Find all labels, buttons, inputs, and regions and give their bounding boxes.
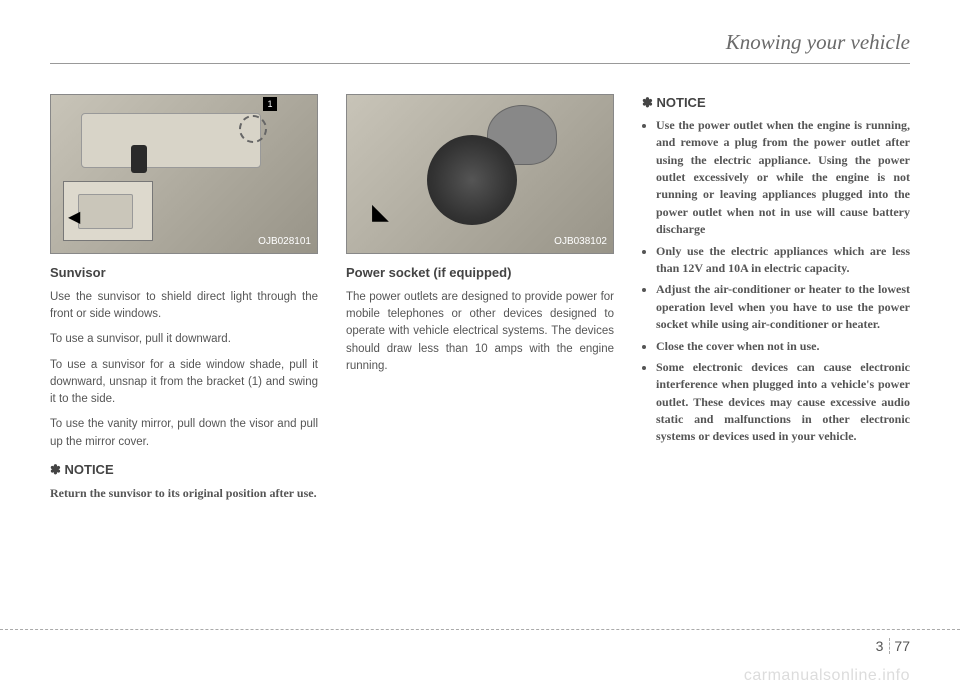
column-1: 1 ◀ OJB028101 Sunvisor Use the sunvisor … — [50, 94, 318, 502]
callout-circle — [239, 115, 267, 143]
page-number-value: 77 — [894, 638, 910, 654]
callout-label-1: 1 — [263, 97, 277, 111]
sunvisor-figure: 1 ◀ OJB028101 — [50, 94, 318, 254]
visor-clip-icon — [131, 145, 147, 173]
body-text: Use the sunvisor to shield direct light … — [50, 289, 318, 324]
list-item: Adjust the air-conditioner or heater to … — [656, 281, 910, 333]
page-number: 377 — [876, 638, 910, 654]
notice-heading: ✽ NOTICE — [642, 94, 910, 113]
chapter-number: 3 — [876, 638, 891, 654]
column-2: ◣ OJB038102 Power socket (if equipped) T… — [346, 94, 614, 502]
inset-visor-shape — [78, 194, 133, 229]
watermark: carmanualsonline.info — [744, 667, 910, 685]
figure-code: OJB028101 — [258, 235, 311, 250]
arrow-icon: ◣ — [372, 196, 389, 228]
body-text: To use a sunvisor for a side window shad… — [50, 357, 318, 409]
list-item: Only use the electric appliances which a… — [656, 243, 910, 278]
visor-shape — [81, 113, 261, 168]
figure-inset: ◀ — [63, 181, 153, 241]
body-text: The power outlets are designed to provid… — [346, 289, 614, 375]
notice-text: Return the sunvisor to its original posi… — [50, 484, 318, 502]
column-3: ✽ NOTICE Use the power outlet when the e… — [642, 94, 910, 502]
socket-outlet-shape — [427, 135, 517, 225]
list-item: Use the power outlet when the engine is … — [656, 117, 910, 239]
figure-code: OJB038102 — [554, 235, 607, 250]
notice-list: Use the power outlet when the engine is … — [642, 117, 910, 446]
list-item: Close the cover when not in use. — [656, 338, 910, 355]
notice-heading: ✽ NOTICE — [50, 461, 318, 480]
sunvisor-heading: Sunvisor — [50, 264, 318, 283]
page-footer: 377 — [0, 629, 960, 669]
arrow-icon: ◀ — [68, 206, 80, 229]
content-columns: 1 ◀ OJB028101 Sunvisor Use the sunvisor … — [50, 94, 910, 502]
body-text: To use the vanity mirror, pull down the … — [50, 416, 318, 451]
section-header: Knowing your vehicle — [50, 30, 910, 64]
body-text: To use a sunvisor, pull it downward. — [50, 331, 318, 348]
list-item: Some electronic devices can cause electr… — [656, 359, 910, 446]
power-socket-figure: ◣ OJB038102 — [346, 94, 614, 254]
power-socket-heading: Power socket (if equipped) — [346, 264, 614, 283]
